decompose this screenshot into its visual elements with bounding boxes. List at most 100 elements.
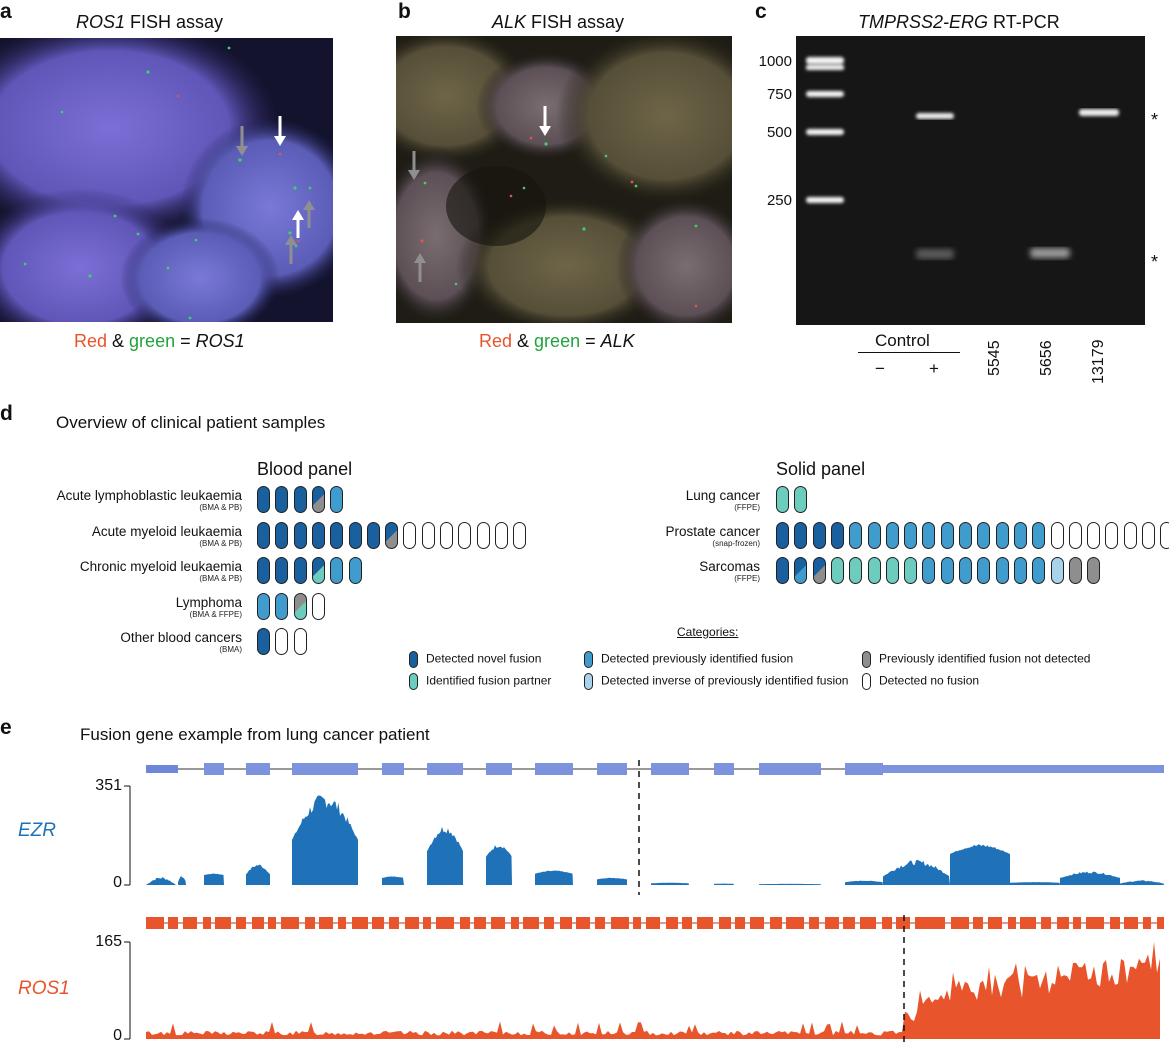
ezr-coverage bbox=[146, 795, 1164, 885]
panel-letter-e: e bbox=[0, 716, 12, 739]
solid-row-sample-type: (snap-frozen) bbox=[712, 539, 760, 548]
ezr-track-label: EZR bbox=[18, 820, 56, 841]
solid-sample-pill bbox=[1050, 522, 1064, 549]
legend-item: Detected previously identified fusion bbox=[584, 651, 793, 668]
blood-sample-pill bbox=[257, 486, 270, 513]
solid-sample-pill bbox=[940, 557, 954, 584]
ros1-y-axis bbox=[124, 941, 131, 1040]
legend-swatch bbox=[584, 651, 593, 668]
caption-a-green: green bbox=[129, 331, 176, 351]
solid-row-name: Lung cancer bbox=[685, 488, 760, 503]
solid-sample-pill bbox=[1032, 557, 1046, 584]
caption-a-red: Red bbox=[74, 331, 108, 351]
panel-d-title: Overview of clinical patient samples bbox=[56, 413, 326, 432]
ladder-label-250: 250 bbox=[766, 192, 792, 209]
blood-row-label: Chronic myeloid leukaemia (BMA & PB) bbox=[0, 559, 242, 583]
blood-sample-pill bbox=[311, 593, 325, 620]
solid-sample-pill bbox=[812, 557, 826, 584]
solid-sample-pill bbox=[812, 522, 826, 549]
ezr-gene-model bbox=[146, 763, 1164, 775]
solid-row-sample-type: (FFPE) bbox=[734, 503, 760, 512]
blood-row-sample-type: (BMA & PB) bbox=[199, 574, 242, 583]
blood-sample-pill bbox=[421, 522, 435, 549]
ros1-gene-model bbox=[146, 917, 1164, 929]
blood-sample-pill bbox=[330, 557, 344, 584]
blood-sample-pill bbox=[293, 486, 307, 513]
gel-asterisk-lower: * bbox=[1151, 252, 1159, 272]
panel-b-title-gene: ALK bbox=[492, 12, 527, 32]
blood-sample-pill bbox=[348, 557, 362, 584]
coverage-tracks bbox=[124, 760, 1164, 1047]
blood-sample-pill bbox=[385, 522, 399, 549]
legend-swatch bbox=[409, 651, 418, 668]
caption-b-amp: & bbox=[512, 331, 535, 351]
gel-bands bbox=[796, 36, 1145, 325]
blood-sample-pill bbox=[311, 486, 325, 513]
solid-row-label: Sarcomas (FFPE) bbox=[500, 559, 760, 583]
panel-a-caption: Red & green = ROS1 bbox=[74, 331, 245, 352]
legend-label: Previously identified fusion not detecte… bbox=[879, 651, 1091, 666]
panel-letter-c: c bbox=[755, 0, 767, 23]
gel-image bbox=[796, 36, 1145, 325]
blood-sample-pill bbox=[257, 593, 270, 620]
lane-label-5545: 5545 bbox=[986, 340, 1003, 376]
panel-a-title-gene: ROS1 bbox=[76, 12, 126, 32]
solid-sample-pill bbox=[1160, 522, 1169, 549]
solid-sample-pill bbox=[830, 522, 844, 549]
blood-row-name: Acute lymphoblastic leukaemia bbox=[56, 488, 242, 503]
panel-b-title: ALK FISH assay bbox=[492, 12, 624, 33]
legend-swatch bbox=[862, 673, 871, 690]
caption-a-amp: & bbox=[107, 331, 130, 351]
legend-swatch bbox=[584, 673, 593, 690]
blood-sample-pill bbox=[494, 522, 508, 549]
blood-sample-pill bbox=[293, 628, 307, 655]
caption-b-green: green bbox=[534, 331, 581, 351]
blood-sample-pill bbox=[275, 593, 289, 620]
alk-fish-image bbox=[396, 36, 732, 323]
solid-row-name: Prostate cancer bbox=[665, 524, 760, 539]
solid-sample-pill bbox=[904, 557, 918, 584]
solid-row-label: Prostate cancer (snap-frozen) bbox=[500, 524, 760, 548]
solid-sample-pill bbox=[959, 522, 972, 549]
solid-row-sample-type: (FFPE) bbox=[734, 574, 760, 583]
blood-row-label: Other blood cancers (BMA) bbox=[0, 630, 242, 654]
blood-sample-pill bbox=[257, 522, 270, 549]
blood-sample-pill bbox=[330, 522, 344, 549]
legend-swatch bbox=[862, 651, 871, 668]
blood-row-sample-type: (BMA & PB) bbox=[199, 539, 242, 548]
blood-sample-pill bbox=[293, 557, 307, 584]
ladder-label-750: 750 bbox=[766, 86, 792, 103]
panel-letter-a: a bbox=[0, 0, 12, 23]
lane-label-5656: 5656 bbox=[1038, 340, 1055, 376]
legend-swatch bbox=[409, 673, 418, 690]
blood-row-sample-type: (BMA & PB) bbox=[199, 503, 242, 512]
solid-sample-pill bbox=[977, 557, 991, 584]
panel-letter-b: b bbox=[398, 0, 411, 23]
ros1-ymin-label: 0 bbox=[113, 1027, 122, 1044]
ros1-track-label: ROS1 bbox=[18, 978, 70, 999]
ezr-ymin-label: 0 bbox=[113, 874, 122, 891]
blood-row-label: Acute lymphoblastic leukaemia (BMA & PB) bbox=[0, 488, 242, 512]
solid-sample-pill bbox=[1032, 522, 1046, 549]
solid-sample-pill bbox=[794, 557, 808, 584]
blood-sample-pill bbox=[366, 522, 380, 549]
legend-item: Identified fusion partner bbox=[409, 673, 551, 690]
legend-label: Identified fusion partner bbox=[426, 673, 552, 688]
solid-sample-pill bbox=[922, 522, 936, 549]
panel-letter-d: d bbox=[0, 402, 13, 425]
blood-panel-title: Blood panel bbox=[257, 459, 353, 479]
solid-sample-pill bbox=[776, 486, 789, 513]
control-underline bbox=[858, 352, 960, 353]
panel-c-title: TMPRSS2-ERG RT-PCR bbox=[858, 12, 1060, 33]
caption-a-eq: = bbox=[175, 331, 196, 351]
ladder-label-1000: 1000 bbox=[758, 53, 792, 70]
legend-label: Detected no fusion bbox=[879, 673, 980, 688]
blood-sample-pill bbox=[458, 522, 472, 549]
ladder-label-500: 500 bbox=[766, 124, 792, 141]
blood-row-sample-type: (BMA) bbox=[219, 645, 242, 654]
panel-c-title-gene: TMPRSS2-ERG bbox=[858, 12, 989, 32]
blood-sample-pill bbox=[403, 522, 417, 549]
legend-label: Detected novel fusion bbox=[426, 651, 542, 666]
blood-sample-pill bbox=[293, 593, 307, 620]
solid-sample-pill bbox=[940, 522, 954, 549]
